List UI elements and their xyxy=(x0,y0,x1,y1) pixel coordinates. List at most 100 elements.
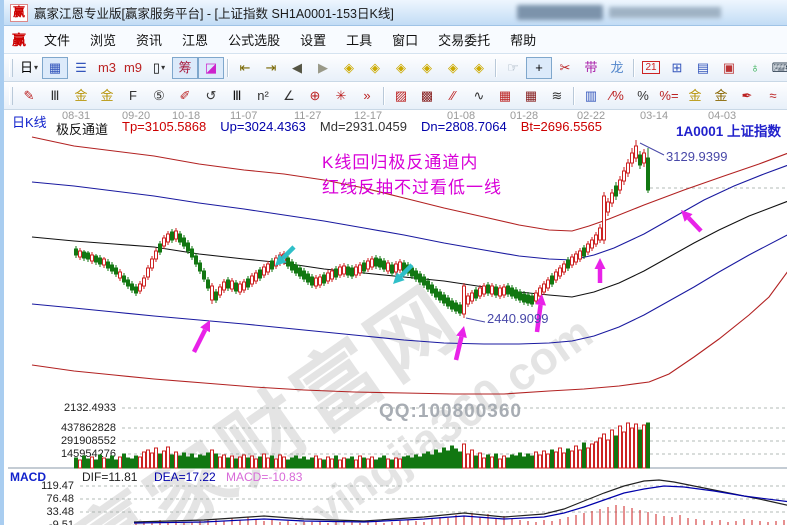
dense-lines-icon[interactable]: Ⅲ xyxy=(224,85,250,107)
date-tick: 03-14 xyxy=(640,110,669,122)
menu-公式选股[interactable]: 公式选股 xyxy=(228,33,281,48)
multi-window-icon[interactable]: ▦ xyxy=(42,56,68,79)
quote-list-icon[interactable]: ☰ xyxy=(68,57,94,79)
macd-scale-label: 119.47 xyxy=(41,480,74,492)
zigzag-icon[interactable]: ∿ xyxy=(466,85,492,107)
stat-columns-icon[interactable]: ▥ xyxy=(578,85,604,107)
macd-scale-label: 76.48 xyxy=(46,493,74,505)
calculator-icon[interactable]: ⊞ xyxy=(664,57,690,79)
save-icon: ▣ xyxy=(722,60,736,75)
n2-icon[interactable]: n² xyxy=(250,85,276,107)
chart-canvas[interactable] xyxy=(4,110,787,525)
color-chart-icon[interactable]: ◪ xyxy=(198,56,224,79)
minute-chart9-icon: m9 xyxy=(123,60,143,75)
menu-文件[interactable]: 文件 xyxy=(44,33,71,48)
dropdown-arrow-icon[interactable]: ▾ xyxy=(34,63,39,72)
first-bar-icon[interactable]: ⇤ xyxy=(232,57,258,79)
diamond-shrink-icon[interactable]: ◈ xyxy=(414,57,440,79)
last-bar-icon: ⇥ xyxy=(265,60,277,75)
pencil-icon[interactable]: ✎ xyxy=(16,85,42,107)
chip-distribution-icon[interactable]: 筹 xyxy=(172,56,198,79)
candle-style-icon[interactable]: ▯ ▾ xyxy=(146,57,172,79)
arrow-marker xyxy=(534,304,543,333)
date-tick: 11-27 xyxy=(294,110,322,122)
shade-box-icon: ▩ xyxy=(420,88,434,103)
diamond-all-icon[interactable]: ◈ xyxy=(466,57,492,79)
grid-icon[interactable]: ▦ xyxy=(492,85,518,107)
golden-section-icon[interactable]: 金 xyxy=(708,85,734,107)
child-window-icon[interactable]: 赢 xyxy=(12,31,26,48)
grid-arrow-icon[interactable]: ▦ xyxy=(518,85,544,107)
percent-icon[interactable]: % xyxy=(630,85,656,107)
draw-line-icon[interactable]: ✂ xyxy=(552,57,578,79)
channel-line-Dn xyxy=(31,234,787,345)
prev-bar-icon[interactable]: ◀ xyxy=(284,57,310,79)
next-bar-icon[interactable]: ▶ xyxy=(310,57,336,79)
notepad-icon[interactable]: ▤ xyxy=(690,57,716,79)
region-box-icon[interactable]: ▨ xyxy=(388,85,414,107)
menu-江恩[interactable]: 江恩 xyxy=(182,33,209,48)
minute-chart3-icon[interactable]: m3 xyxy=(94,57,120,79)
gann-vlines-icon[interactable]: Ⅲ xyxy=(42,85,68,107)
diamond-compress-icon[interactable]: ◈ xyxy=(440,57,466,79)
kline-period-icon[interactable]: 日 ▾ xyxy=(16,57,42,79)
calendar-icon[interactable]: 21 xyxy=(638,57,664,79)
hand-tool-icon[interactable]: ☞ xyxy=(500,57,526,79)
region-box-icon: ▨ xyxy=(394,88,408,103)
speed-lines-icon[interactable]: ∕∕ xyxy=(440,85,466,107)
gann-target-icon[interactable]: ⊕ xyxy=(302,85,328,107)
macd-dif-line xyxy=(133,479,787,523)
title-bar[interactable]: 赢 赢家江恩专业版[赢家服务平台] - [上证指数 SH1A0001-153日K… xyxy=(4,0,787,26)
gann-wheel-icon[interactable]: ✳ xyxy=(328,85,354,107)
menu-工具[interactable]: 工具 xyxy=(346,33,373,48)
diamond-left-icon[interactable]: ◈ xyxy=(336,57,362,79)
fib-line-icon[interactable]: F xyxy=(120,85,146,107)
window-title: 赢家江恩专业版[赢家服务平台] - [上证指数 SH1A0001-153日K线] xyxy=(34,7,394,21)
chart-area[interactable]: 赢家财富网 www.yingjia360.com QQ:100800360 日K… xyxy=(4,110,787,525)
brush-icon[interactable]: ✒ xyxy=(734,85,760,107)
percent-retrace-icon[interactable]: ⁄% xyxy=(604,85,630,107)
kline-period-icon: 日 xyxy=(19,60,33,75)
menu-窗口[interactable]: 窗口 xyxy=(392,33,419,48)
spiral-icon[interactable]: ⑤ xyxy=(146,85,172,107)
menu-交易委托[interactable]: 交易委托 xyxy=(438,33,491,48)
diamond-expand-icon[interactable]: ◈ xyxy=(388,57,414,79)
more-tools-icon[interactable]: » xyxy=(354,85,380,107)
blurred-search-box[interactable] xyxy=(517,5,603,20)
cycle-circle-icon[interactable]: ↺ xyxy=(198,85,224,107)
remote-icon: ⌨ xyxy=(772,61,787,74)
pencil-ruler-icon[interactable]: ✐ xyxy=(172,85,198,107)
date-tick: 01-28 xyxy=(510,110,539,122)
legend-item: Bt=2696.5565 xyxy=(520,119,603,134)
gann-target-icon: ⊕ xyxy=(309,88,321,103)
wave-icon[interactable]: ≈ xyxy=(760,85,786,107)
wave-icon: ≈ xyxy=(769,88,777,103)
angle-tool-icon[interactable]: ∠ xyxy=(276,85,302,107)
diamond-right-icon[interactable]: ◈ xyxy=(362,57,388,79)
golden-hline-icon[interactable]: 金 xyxy=(68,85,94,107)
menu-浏览[interactable]: 浏览 xyxy=(90,33,117,48)
menu-设置[interactable]: 设置 xyxy=(300,33,327,48)
last-bar-icon[interactable]: ⇥ xyxy=(258,57,284,79)
golden-circle-icon[interactable]: 金 xyxy=(682,85,708,107)
chip-distribution-icon: 筹 xyxy=(178,60,192,75)
gann-wheel-icon: ✳ xyxy=(335,88,347,103)
more-tools-icon: » xyxy=(363,88,371,103)
network-icon[interactable]: ♁ xyxy=(742,57,768,79)
percent-line-icon[interactable]: %= xyxy=(656,85,682,107)
gann-tool-icon[interactable]: 带 xyxy=(578,57,604,79)
fan-lines-icon[interactable]: ≋ xyxy=(544,85,570,107)
dense-lines-icon: Ⅲ xyxy=(232,88,242,103)
minute-chart9-icon[interactable]: m9 xyxy=(120,57,146,79)
golden-vline-icon[interactable]: 金 xyxy=(94,85,120,107)
save-icon[interactable]: ▣ xyxy=(716,57,742,79)
grid-icon: ▦ xyxy=(498,88,512,103)
crosshair-icon[interactable]: + xyxy=(526,56,552,79)
dropdown-arrow-icon[interactable]: ▾ xyxy=(161,63,166,72)
remote-icon[interactable]: ⌨ xyxy=(768,57,787,79)
dragon-icon[interactable]: 龙 xyxy=(604,57,630,79)
menu-帮助[interactable]: 帮助 xyxy=(510,33,537,48)
percent-line-icon: %= xyxy=(659,88,679,103)
shade-box-icon[interactable]: ▩ xyxy=(414,85,440,107)
menu-资讯[interactable]: 资讯 xyxy=(136,33,163,48)
